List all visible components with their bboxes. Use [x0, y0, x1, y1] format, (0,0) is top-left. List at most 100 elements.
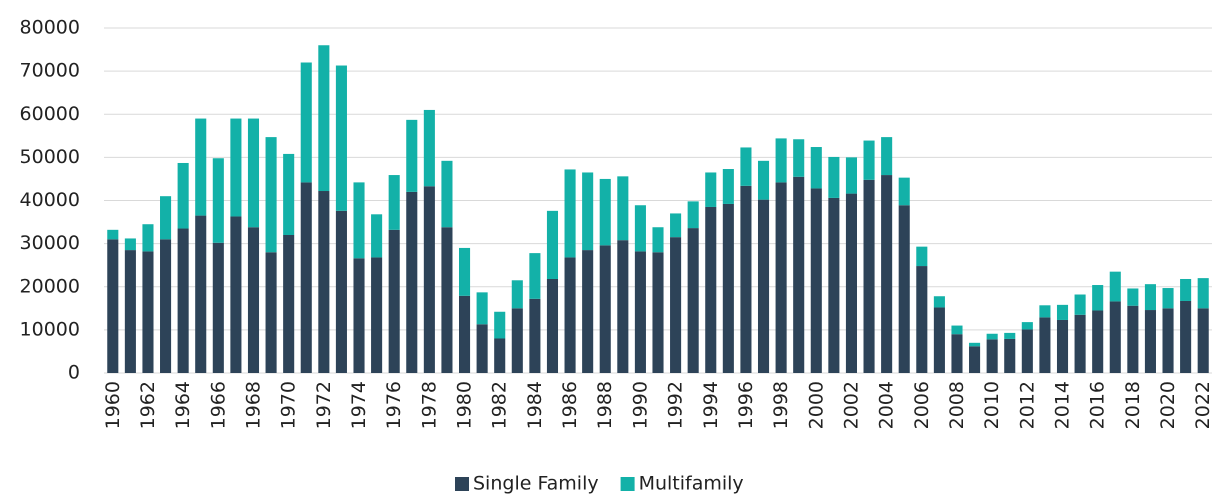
bar-segment [300, 62, 312, 183]
bar-segment [1144, 310, 1156, 373]
bar-segment [423, 109, 435, 187]
bar-segment [1144, 284, 1156, 311]
bar-segment [283, 153, 295, 235]
bar-segment [1021, 329, 1033, 373]
x-tick-label: 1996 [735, 381, 757, 429]
y-tick-label: 10000 [20, 318, 80, 340]
bar-segment [546, 210, 559, 279]
bar-segment [1109, 271, 1121, 302]
bar-segment [406, 191, 418, 373]
bar-segment [230, 216, 242, 373]
x-tick-label: 2020 [1157, 381, 1179, 429]
bar-segment [124, 238, 136, 251]
y-tick-label: 0 [68, 362, 80, 384]
y-tick-label: 20000 [20, 275, 80, 297]
bar-segment [687, 228, 699, 373]
bar-segment [371, 214, 383, 258]
bar-segment [124, 250, 136, 373]
bar-segment [845, 193, 858, 373]
bar-segment [951, 325, 963, 335]
bar-segment [511, 280, 523, 309]
x-tick-label: 1982 [489, 381, 511, 429]
bar-segment [828, 156, 840, 198]
bar-segment [969, 342, 981, 347]
bar-segment [160, 196, 172, 240]
bar-segment [511, 308, 523, 373]
bar-segment [546, 278, 559, 373]
bar-segment [1180, 278, 1192, 301]
legend-swatch [620, 477, 635, 491]
bar-segment [1074, 314, 1086, 373]
y-tick-label: 70000 [20, 60, 80, 82]
bar-segment [634, 205, 646, 252]
bar-segment [458, 295, 471, 373]
bar-segment [898, 205, 910, 373]
legend-label: Single Family [473, 473, 599, 495]
bar-segment [986, 339, 998, 373]
bar-segment [617, 176, 629, 241]
y-tick-label: 30000 [20, 232, 80, 254]
bar-segment [582, 172, 594, 251]
bar-segment [687, 201, 699, 229]
bar-segment [195, 118, 207, 216]
bar-segment [1004, 338, 1016, 373]
x-tick-label: 2002 [840, 381, 862, 429]
bar-segment [969, 346, 981, 373]
bar-segment [142, 224, 154, 252]
bar-segment [476, 292, 488, 325]
x-tick-label: 1966 [207, 381, 229, 429]
bar-segment [1056, 304, 1069, 320]
x-tick-label: 1970 [278, 381, 300, 429]
legend-swatch [455, 477, 469, 491]
x-tick-label: 1998 [770, 381, 792, 429]
bar-segment [863, 179, 875, 373]
bar-segment [881, 137, 893, 176]
x-tick-label: 2018 [1122, 381, 1144, 429]
bar-segment [634, 251, 646, 373]
bar-segment [335, 210, 347, 373]
bar-segment [388, 175, 400, 230]
bar-segment [652, 252, 664, 373]
bar-segment [318, 45, 330, 192]
x-tick-label: 1990 [629, 381, 651, 429]
x-tick-label: 1974 [348, 381, 370, 429]
bar-segment [599, 178, 611, 246]
x-tick-label: 2010 [981, 381, 1003, 429]
bar-segment [1162, 288, 1174, 309]
bar-segment [1197, 278, 1209, 309]
y-tick-label: 40000 [20, 189, 80, 211]
bar-segment [670, 237, 682, 373]
bar-segment [529, 298, 541, 373]
y-tick-label: 60000 [20, 103, 80, 125]
bar-segment [423, 186, 435, 373]
bar-segment [564, 257, 576, 373]
bar-segment [705, 172, 717, 207]
bar-segment [863, 140, 875, 180]
x-tick-label: 1968 [242, 381, 264, 429]
x-tick-label: 1964 [172, 381, 194, 429]
bar-segment [265, 137, 277, 253]
bar-segment [177, 162, 189, 229]
bar-segment [916, 246, 928, 267]
bar-segment [1004, 332, 1016, 339]
bar-segment [617, 240, 629, 373]
bar-segment [1056, 319, 1069, 373]
bar-segment [388, 229, 400, 373]
bar-segment [230, 118, 242, 217]
x-tick-label: 2006 [911, 381, 933, 429]
bar-segment [1021, 322, 1033, 330]
bar-segment [212, 242, 224, 373]
y-tick-label: 50000 [20, 146, 80, 168]
bar-segment [1092, 310, 1104, 373]
bar-segment [1127, 305, 1139, 373]
x-tick-label: 1972 [313, 381, 335, 429]
bar-segment [775, 138, 787, 183]
bar-segment [916, 266, 928, 373]
bar-segment [247, 118, 260, 228]
bar-segment [1127, 288, 1139, 306]
x-tick-label: 2012 [1016, 381, 1038, 429]
bar-segment [599, 245, 611, 373]
bar-segment [265, 252, 277, 373]
bar-segment [1039, 305, 1051, 318]
bar-segment [371, 257, 383, 373]
